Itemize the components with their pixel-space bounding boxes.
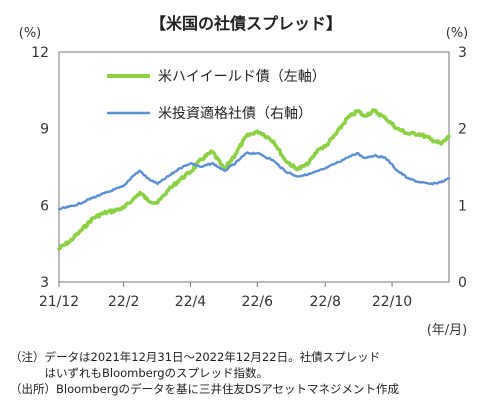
x-tick-label: 21/12	[39, 294, 79, 310]
x-tick-label: 22/6	[242, 294, 274, 310]
chart-title: 【米国の社債スプレッド】	[150, 14, 342, 33]
y-right-tick-label: 1	[458, 198, 467, 214]
source-line: （出所）Bloombergのデータを基に三井住友DSアセットマネジメント作成	[10, 382, 399, 396]
note-line-2: はいずれもBloombergのスプレッド指数。	[10, 366, 269, 380]
legend: 米ハイイールド債（左軸） 米投資適格社債（右軸）	[107, 69, 326, 122]
y-right-tick-label: 3	[458, 45, 467, 61]
series-line-high-yield	[57, 108, 451, 251]
x-tick-label: 22/4	[175, 294, 207, 310]
left-axis-unit: (%)	[19, 26, 42, 41]
x-tick-label: 22/8	[309, 294, 340, 310]
legend-label: 米ハイイールド債（左軸）	[158, 69, 326, 85]
y-left-tick-label: 6	[40, 198, 49, 214]
y-right-tick-label: 0	[458, 275, 467, 291]
right-axis-unit: (%)	[446, 26, 469, 41]
legend-label: 米投資適格社債（右軸）	[158, 105, 312, 122]
x-tick-label: 22/10	[372, 294, 412, 310]
y-left-tick-label: 3	[40, 275, 49, 291]
x-axis-unit: (年/月)	[427, 323, 468, 338]
y-right-tick-label: 2	[458, 122, 467, 138]
plot-frame	[58, 51, 450, 283]
series-line-investment-grade	[57, 151, 451, 211]
x-tick-label: 22/2	[108, 294, 139, 310]
y-left-tick-label: 9	[40, 122, 49, 138]
y-left-tick-label: 12	[31, 45, 49, 61]
note-line-1: （注）データは2021年12月31日～2022年12月22日。社債スプレッド	[10, 350, 381, 364]
